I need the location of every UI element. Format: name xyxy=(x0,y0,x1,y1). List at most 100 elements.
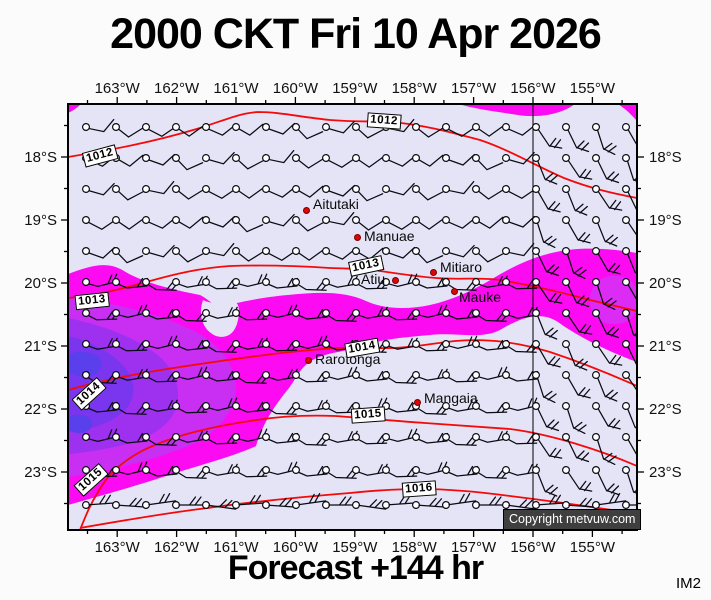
wind-barb xyxy=(201,122,236,136)
wind-barb xyxy=(111,215,144,230)
wind-barb-staff xyxy=(238,123,264,136)
wind-barb-station-circle xyxy=(351,308,361,318)
wind-barb xyxy=(81,494,117,510)
wind-barb xyxy=(81,215,116,231)
wind-barb-station-circle xyxy=(201,370,211,380)
wind-barb-station-circle xyxy=(591,432,601,442)
wind-barb-station-circle xyxy=(621,246,631,256)
wind-barb-station-circle xyxy=(201,308,211,318)
wind-barb-station-circle xyxy=(261,465,271,475)
wind-barb-staff xyxy=(538,494,567,506)
wind-barb-staff xyxy=(148,492,177,506)
wind-barb xyxy=(201,151,235,165)
wind-barb xyxy=(531,339,561,368)
wind-barb xyxy=(141,153,176,166)
wind-barb xyxy=(201,242,235,257)
wind-barb xyxy=(441,122,476,138)
wind-barb-staff xyxy=(268,250,296,262)
wind-barb-station-circle xyxy=(261,122,271,132)
wind-barb-station-circle xyxy=(351,370,361,380)
wind-barb-station-circle xyxy=(291,122,301,132)
wind-barb xyxy=(111,401,149,415)
wind-barb-staff xyxy=(418,154,444,167)
wind-barb xyxy=(231,273,268,288)
wind-barb-station-circle xyxy=(561,370,571,380)
wind-barb-staff xyxy=(567,377,591,399)
wind-barb xyxy=(471,184,504,200)
wind-barb-station-circle xyxy=(441,370,451,380)
lat-label-left: 19°S xyxy=(24,212,57,229)
wind-barb-station-circle xyxy=(111,277,121,287)
wind-barb xyxy=(561,339,588,371)
wind-barb-station-circle xyxy=(81,370,91,380)
wind-barb-staff xyxy=(268,497,297,508)
wind-barb-station-circle xyxy=(111,370,121,380)
wind-barb xyxy=(621,277,637,306)
wind-barb xyxy=(351,184,384,202)
wind-barb-staff xyxy=(597,377,618,402)
wind-barb xyxy=(81,182,115,196)
wind-barb-station-circle xyxy=(471,370,481,380)
wind-barb-staff xyxy=(508,242,535,257)
copyright-badge: Copyright metvuw.com xyxy=(503,509,642,530)
wind-barb-staff xyxy=(627,222,637,242)
wind-barb-station-circle xyxy=(201,215,211,225)
wind-barb xyxy=(171,184,204,200)
wind-barb-station-circle xyxy=(471,122,481,132)
wind-barb-station-circle xyxy=(231,339,241,349)
lat-label-right: 20°S xyxy=(649,275,682,292)
wind-barb-staff xyxy=(448,126,476,138)
wind-barb-staff xyxy=(567,439,590,463)
isobar-line-1015 xyxy=(79,414,637,530)
wind-barb-staff xyxy=(238,187,264,199)
wind-barb xyxy=(531,153,558,185)
wind-barb xyxy=(321,153,356,169)
wind-barb xyxy=(351,153,384,168)
wind-barb-station-circle xyxy=(321,184,331,194)
lon-label-bottom: 163°W xyxy=(95,539,141,556)
isobar-value-1016: 1016 xyxy=(401,480,437,498)
place-dot-manuae xyxy=(353,233,361,241)
wind-barb-staff xyxy=(567,346,588,371)
wind-barb-station-circle xyxy=(261,153,271,163)
wind-barb xyxy=(411,246,444,264)
wind-barb xyxy=(291,465,329,477)
wind-barb xyxy=(531,122,563,149)
wind-barb-station-circle xyxy=(231,215,241,225)
wind-barb-staff xyxy=(448,180,475,195)
wind-barb-station-circle xyxy=(351,465,361,475)
wind-barb xyxy=(171,215,204,229)
wind-barb-staff xyxy=(358,156,384,168)
wind-barb xyxy=(531,432,563,459)
wind-barb-staff xyxy=(88,182,115,196)
lon-label-bottom: 157°W xyxy=(451,539,497,556)
place-dot-mitiaro xyxy=(429,268,437,276)
wind-barb xyxy=(351,122,384,139)
wind-barb-staff xyxy=(478,189,504,200)
wind-barb-station-circle xyxy=(171,308,181,318)
wind-barb xyxy=(111,122,144,138)
wind-barb-station-circle xyxy=(591,277,601,287)
wind-barb-station-circle xyxy=(561,215,571,225)
wind-barb xyxy=(561,153,593,180)
wind-barb-staff xyxy=(148,126,176,138)
wind-barb-station-circle xyxy=(471,184,481,194)
wind-barb-station-circle xyxy=(531,401,541,411)
wind-barb xyxy=(561,497,597,510)
wind-barb-staff xyxy=(118,497,147,508)
wind-barb-station-circle xyxy=(531,122,541,132)
wind-barb-station-circle xyxy=(351,215,361,225)
wind-barb xyxy=(171,430,208,443)
wind-barb xyxy=(231,246,264,262)
wind-barb-station-circle xyxy=(591,122,601,132)
wind-barb-staff xyxy=(88,494,117,506)
wind-barb-staff xyxy=(596,129,617,156)
wind-barb-station-circle xyxy=(291,401,301,411)
wind-barb-station-circle xyxy=(261,277,271,287)
wind-barb xyxy=(321,496,357,510)
wind-barb-station-circle xyxy=(321,308,331,318)
wind-barb-staff xyxy=(478,253,504,263)
wind-barb-staff xyxy=(238,160,264,170)
wind-barb xyxy=(171,153,204,171)
wind-barb-station-circle xyxy=(621,432,631,442)
